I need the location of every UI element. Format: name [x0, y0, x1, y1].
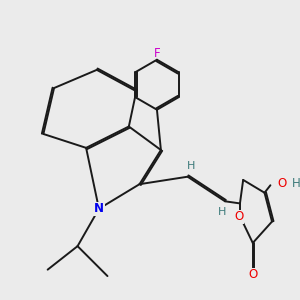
Text: H: H — [292, 177, 300, 190]
Text: O: O — [277, 177, 286, 190]
Text: O: O — [234, 210, 243, 223]
Text: H: H — [218, 207, 226, 217]
Text: O: O — [248, 268, 257, 281]
Text: F: F — [154, 47, 160, 60]
Text: H: H — [187, 161, 195, 171]
Text: N: N — [94, 202, 104, 215]
